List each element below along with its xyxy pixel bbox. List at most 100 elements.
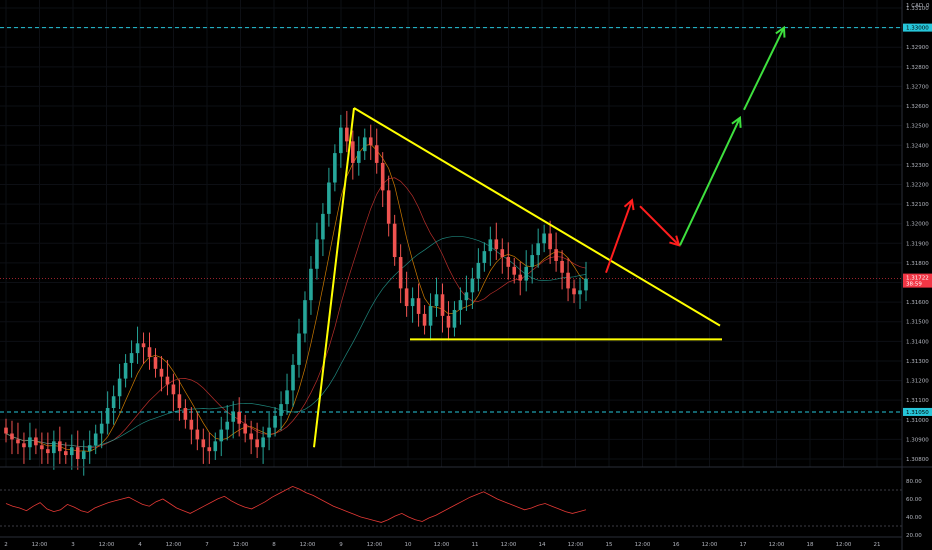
- rsi-pane[interactable]: [0, 485, 902, 527]
- moving-average-line: [5, 143, 587, 452]
- level-tag-support: [903, 407, 932, 416]
- price-tick-label: 1.32500: [906, 124, 929, 130]
- time-tick-label: 11: [472, 542, 479, 548]
- candle-body: [440, 294, 445, 316]
- price-tick-label: 1.31400: [906, 339, 929, 345]
- candle-body: [356, 151, 361, 163]
- candle-body: [422, 313, 427, 326]
- candle-body: [87, 445, 92, 452]
- candle-body: [28, 437, 32, 448]
- time-axis[interactable]: 2 12:00 3 12:00 4 12:00 7 12:00 8 12:00 9 12:00 10 12…: [4, 542, 880, 548]
- time-tick-label: 12:00: [99, 542, 115, 548]
- current-price-label: 1.31722: [906, 276, 929, 282]
- candle-body: [117, 378, 122, 397]
- candle-body: [279, 404, 283, 416]
- candle-body: [506, 257, 511, 267]
- moving-average-line: [5, 177, 587, 448]
- time-tick-label: 17: [740, 542, 747, 548]
- time-tick-label: 15: [606, 542, 613, 548]
- rsi-axis[interactable]: 80.00 60.00 40.00 20.00: [906, 479, 922, 539]
- candle-body: [93, 433, 98, 446]
- candle-body: [189, 419, 194, 430]
- time-tick-label: 12:00: [166, 542, 182, 548]
- projection-arrow-green-2: [743, 27, 785, 111]
- candle-body: [380, 162, 385, 191]
- candle-body: [542, 233, 546, 244]
- candle-body: [554, 249, 558, 261]
- time-tick-label: 12:00: [702, 542, 718, 548]
- candle-body: [428, 306, 433, 326]
- candle-body: [339, 127, 343, 154]
- candle-body: [123, 362, 128, 379]
- candle-body: [458, 300, 463, 310]
- candle-body: [69, 447, 74, 456]
- candle-body: [512, 266, 517, 275]
- price-tick-label: 1.31300: [906, 359, 929, 365]
- candle-body: [111, 396, 116, 409]
- price-tick-label: 1.31800: [906, 261, 929, 267]
- current-price-tag: [903, 273, 932, 288]
- price-tick-label: 1.32000: [906, 222, 929, 228]
- time-tick-label: 12:00: [635, 542, 651, 548]
- candle-body: [470, 278, 475, 293]
- price-tick-label: 1.32800: [906, 65, 929, 71]
- candle-body: [530, 255, 534, 267]
- candle-body: [75, 447, 80, 459]
- projection-arrow-red-down-head: [669, 235, 681, 247]
- candle-body: [141, 343, 146, 348]
- candle-body: [309, 268, 313, 301]
- time-tick-label: 18: [807, 542, 814, 548]
- candle-body: [518, 274, 523, 281]
- rsi-tick-label: 40.00: [906, 515, 922, 521]
- price-tick-label: 1.31000: [906, 418, 929, 424]
- candle-body: [63, 451, 68, 456]
- candle-body: [22, 443, 26, 448]
- price-tick-label: 1.32600: [906, 104, 929, 110]
- candle-body: [345, 127, 349, 142]
- candle-body: [398, 257, 403, 289]
- candle-body: [351, 141, 355, 163]
- time-tick-label: 7: [205, 542, 209, 548]
- main-pane[interactable]: [0, 0, 902, 476]
- candle-body: [333, 153, 337, 183]
- candle-body: [464, 292, 469, 301]
- axis-corner-label: 1 CAD: [906, 3, 923, 9]
- price-tick-label: 1.30800: [906, 457, 929, 463]
- candle-body: [584, 278, 588, 291]
- rsi-line: [5, 485, 587, 523]
- price-tick-label: 1.30900: [906, 437, 929, 443]
- candle-body: [315, 239, 319, 269]
- candle-body: [165, 376, 170, 385]
- projection-arrow-green-2-head: [775, 25, 786, 38]
- time-tick-label: 21: [874, 542, 881, 548]
- candle-body: [500, 249, 505, 258]
- candle-body: [267, 427, 271, 438]
- candle-body: [303, 300, 307, 334]
- candle-body: [213, 441, 218, 452]
- candle-body: [147, 347, 152, 358]
- candle-body: [159, 368, 164, 377]
- candle-body: [410, 298, 415, 307]
- candle-body: [482, 251, 487, 263]
- time-tick-label: 12:00: [769, 542, 785, 548]
- candle-body: [446, 315, 451, 328]
- candle-body: [416, 298, 421, 314]
- projection-arrows[interactable]: [605, 25, 786, 274]
- candle-body: [476, 262, 481, 279]
- axis-corner-value: 0: [926, 3, 930, 9]
- candle-body: [566, 272, 570, 289]
- candle-body: [362, 137, 367, 152]
- triangle-pattern[interactable]: [313, 107, 722, 448]
- price-axis[interactable]: 1.33100 1.33000 1.32900 1.32800 1.32700 1.326…: [903, 6, 932, 463]
- candle-body: [291, 364, 295, 391]
- candle-body: [219, 429, 224, 442]
- level-tag-label: 1.31050: [906, 410, 929, 416]
- price-tick-label: 1.32200: [906, 182, 929, 188]
- candle-body: [40, 445, 44, 450]
- candle-body: [249, 433, 253, 440]
- price-tick-label: 1.31600: [906, 300, 929, 306]
- candle-body: [560, 260, 564, 273]
- candle-body: [81, 451, 86, 459]
- candle-body: [4, 427, 8, 434]
